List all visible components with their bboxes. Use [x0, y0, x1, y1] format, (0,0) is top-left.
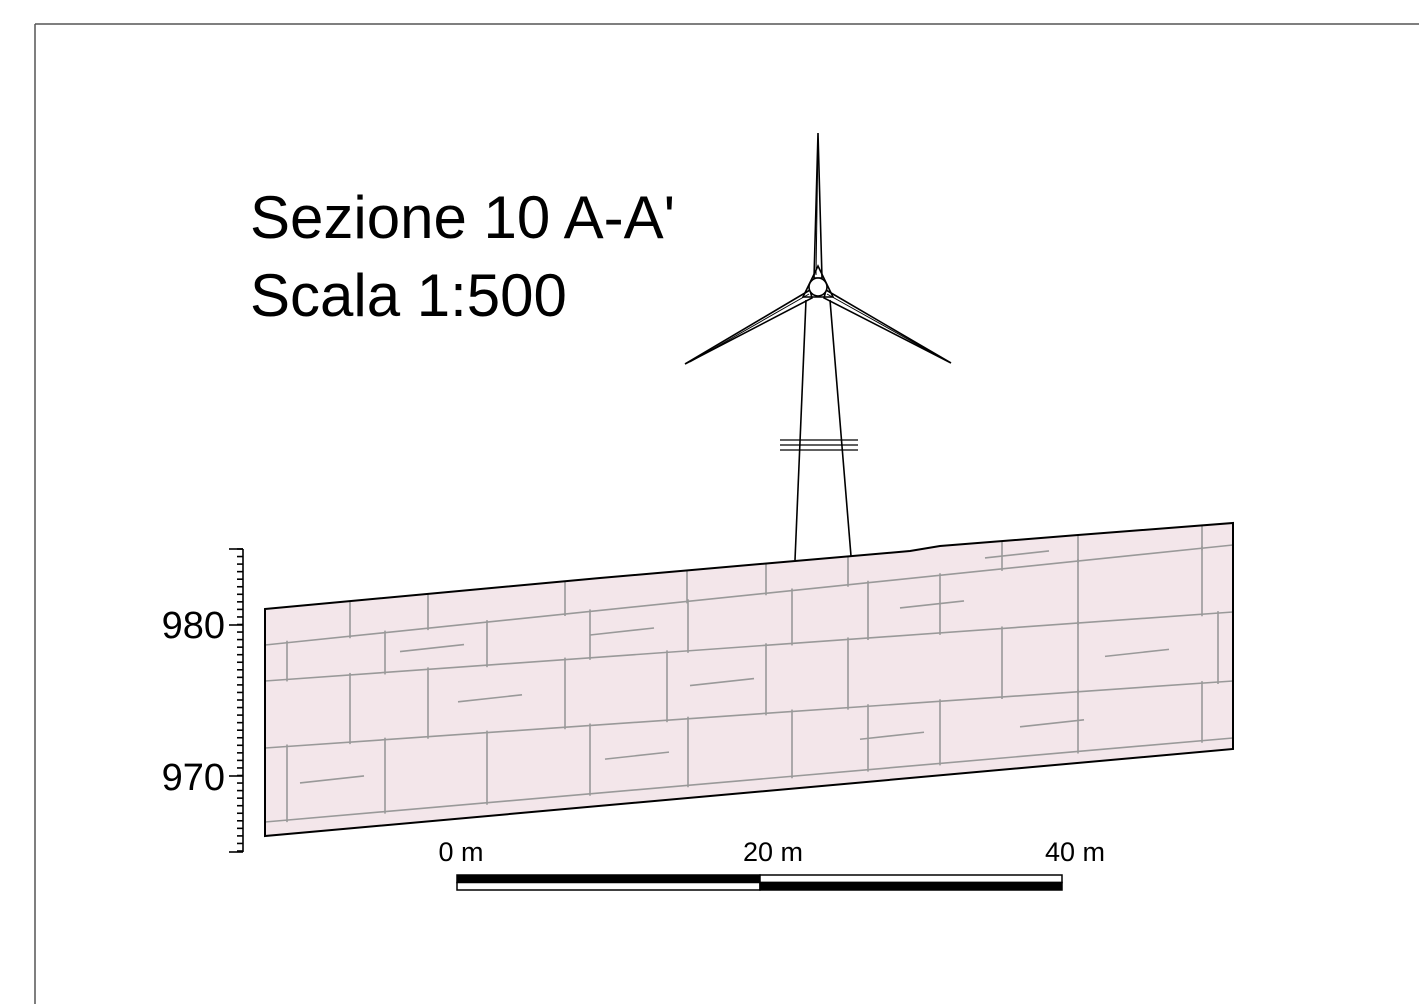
- frame: [34, 23, 1419, 1004]
- elevation-axis: [229, 548, 244, 853]
- texture-dash: [457, 694, 523, 703]
- texture-dash: [1104, 648, 1170, 658]
- scale-bar: [456, 874, 1063, 891]
- wind-turbine: [684, 132, 952, 561]
- bedding-line: [265, 680, 1233, 749]
- scale-label: 40 m: [1045, 837, 1105, 867]
- texture-dash: [1019, 718, 1085, 728]
- title-line: Scala 1:500: [250, 262, 567, 329]
- texture-dash: [604, 751, 670, 760]
- rock-pattern: [265, 523, 1233, 823]
- texture-dash: [689, 677, 755, 687]
- texture-dash: [399, 643, 465, 653]
- section-outline: [264, 521, 1234, 838]
- scale-label: 20 m: [743, 837, 803, 867]
- texture-dash: [899, 600, 965, 609]
- texture-dash: [859, 731, 925, 741]
- texture-dash: [589, 627, 655, 636]
- texture-dash: [984, 550, 1050, 559]
- bedding-line: [265, 611, 1233, 682]
- elevation-label: 970: [162, 757, 225, 799]
- elevation-label: 980: [162, 605, 225, 647]
- scale-label: 0 m: [438, 837, 483, 867]
- bedding-line: [265, 544, 1233, 646]
- texture-dash: [299, 775, 365, 784]
- title-line: Sezione 10 A-A': [250, 184, 675, 251]
- bedding-line: [265, 737, 1233, 823]
